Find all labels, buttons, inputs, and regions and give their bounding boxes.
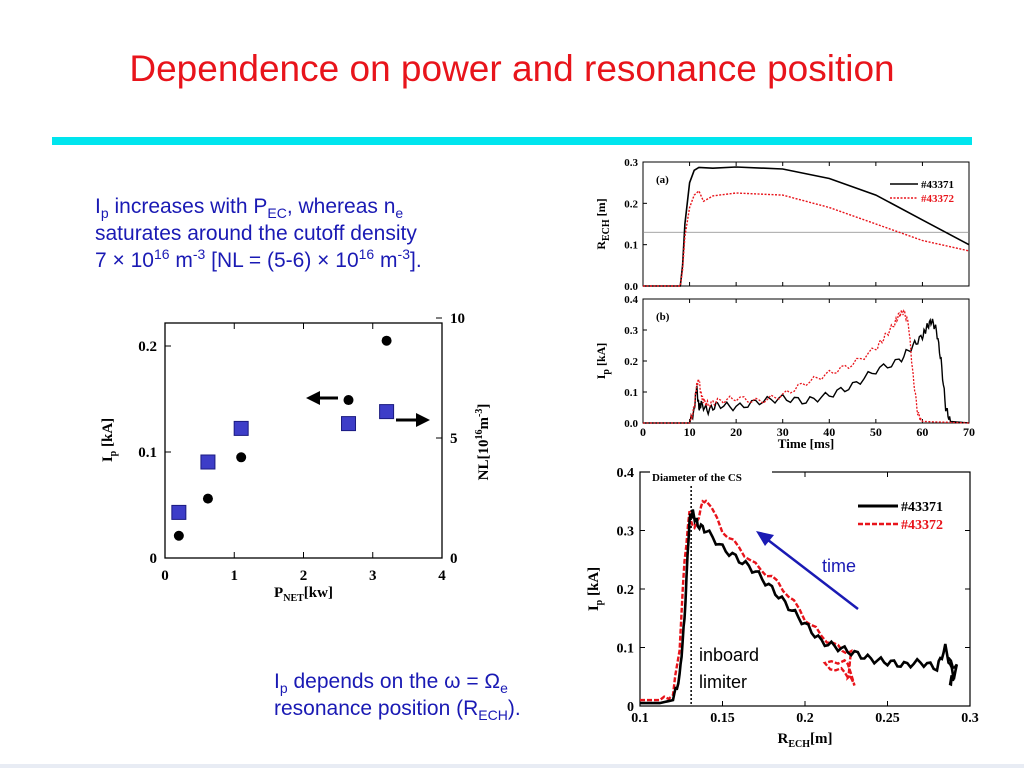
y-right-tick-label: 0 bbox=[450, 551, 458, 567]
x-tick-label: 0 bbox=[640, 425, 646, 439]
x-tick-label: 0 bbox=[161, 568, 169, 584]
y-axis-label: Ip [kA] bbox=[586, 567, 605, 611]
y-tick-label: 0.3 bbox=[624, 325, 638, 337]
y-tick-label: 0.3 bbox=[624, 157, 638, 169]
y-tick-label: 0 bbox=[627, 700, 634, 715]
time-annotation: time bbox=[822, 556, 856, 576]
data-point-ip bbox=[236, 452, 247, 463]
legend-label-43371: #43371 bbox=[901, 500, 943, 515]
y-tick-label: 0.2 bbox=[617, 583, 635, 598]
footer-strip bbox=[0, 764, 1024, 768]
description-text-2: Ip depends on the ω = Ωe resonance posit… bbox=[274, 668, 521, 722]
y-right-axis-label: NL[1016m-3] bbox=[474, 404, 492, 481]
panel-label: (b) bbox=[656, 311, 670, 323]
x-tick-label: 0.1 bbox=[631, 711, 649, 726]
data-point-nl bbox=[233, 420, 249, 436]
y-tick-label: 0.4 bbox=[624, 294, 638, 306]
y-right-tick-label: 5 bbox=[450, 431, 458, 447]
plot-frame bbox=[164, 322, 443, 559]
x-tick-label: 0.3 bbox=[961, 711, 979, 726]
series-line-43371 bbox=[643, 317, 970, 424]
y-tick-label: 0.1 bbox=[617, 642, 635, 657]
data-point-nl bbox=[200, 454, 216, 470]
plot-frame bbox=[642, 298, 970, 424]
x-tick-label: 0.15 bbox=[710, 711, 735, 726]
x-tick-label: 50 bbox=[870, 425, 882, 439]
x-tick-label: 60 bbox=[916, 425, 928, 439]
y-tick-label: 0.3 bbox=[617, 525, 635, 540]
x-axis-label: Time [ms] bbox=[778, 436, 834, 451]
y-axis-label: Ip [kA] bbox=[594, 343, 612, 380]
chart-ip-time: 0.0 0.1 0.2 0.3 0.4 0 10 20 30 40 50 60 70 Time [ms] (… bbox=[594, 294, 975, 451]
inboard-label: inboard bbox=[699, 645, 759, 665]
data-point-nl bbox=[379, 404, 395, 420]
data-point-ip bbox=[343, 395, 354, 406]
time-arrow-line bbox=[767, 539, 859, 610]
x-tick-label: 10 bbox=[684, 425, 696, 439]
x-axis-label: PNET[kw] bbox=[274, 585, 333, 604]
y-tick-label: 0.1 bbox=[624, 240, 638, 252]
legend-label-43372: #43372 bbox=[901, 518, 943, 533]
title-rule bbox=[52, 137, 972, 145]
limiter-label: limiter bbox=[699, 672, 747, 692]
data-point-nl bbox=[171, 504, 187, 520]
data-point-ip bbox=[381, 335, 392, 346]
description-1-line-2: saturates around the cutoff density bbox=[95, 222, 417, 245]
y-tick-label: 0.0 bbox=[624, 418, 638, 430]
description-2-line-2: resonance position (RECH). bbox=[274, 697, 521, 724]
series-line-43372 bbox=[643, 189, 970, 287]
cs-label-bg bbox=[650, 470, 772, 484]
x-tick-label: 30 bbox=[777, 425, 789, 439]
x-tick-label: 0.25 bbox=[875, 711, 900, 726]
x-tick-label: 1 bbox=[231, 568, 239, 584]
y-left-axis-label: Ip [kA] bbox=[100, 418, 119, 462]
x-tick-label: 20 bbox=[730, 425, 742, 439]
legend-label-43371: #43371 bbox=[921, 179, 954, 191]
y-left-tick-label: 0 bbox=[150, 551, 158, 567]
y-left-tick-label: 0.1 bbox=[138, 445, 157, 461]
y-tick-label: 0.1 bbox=[624, 387, 638, 399]
x-tick-label: 70 bbox=[963, 425, 975, 439]
arrow-left-head bbox=[306, 391, 320, 405]
description-text-1: Ip increases with PEC, whereas ne satura… bbox=[95, 193, 422, 274]
y-right-tick-label: 10 bbox=[450, 311, 465, 327]
page-title: Dependence on power and resonance positi… bbox=[129, 48, 895, 89]
x-tick-label: 2 bbox=[300, 568, 308, 584]
x-axis-label: RECH[m] bbox=[777, 731, 832, 750]
x-tick-label: 40 bbox=[823, 425, 835, 439]
series-line-43371 bbox=[643, 166, 970, 287]
panel-label: (a) bbox=[656, 174, 669, 186]
x-tick-label: 0.2 bbox=[796, 711, 814, 726]
series-line-43372 bbox=[640, 499, 856, 702]
x-tick-label: 3 bbox=[369, 568, 377, 584]
description-2-line-1: Ip depends on the ω = Ωe bbox=[274, 670, 508, 697]
time-arrow-head bbox=[756, 531, 774, 546]
y-tick-label: 0.0 bbox=[624, 281, 638, 293]
plot-frame bbox=[639, 471, 971, 707]
y-left-tick-label: 0.2 bbox=[138, 339, 157, 355]
chart-rech-time: 0.0 0.1 0.2 0.3 (a) RECH [m] #43371 #43372 bbox=[594, 157, 970, 293]
x-tick-label: 4 bbox=[438, 568, 446, 584]
y-tick-label: 0.4 bbox=[617, 466, 635, 481]
y-tick-label: 0.2 bbox=[624, 198, 638, 210]
data-point-nl bbox=[341, 416, 357, 432]
series-line-43371 bbox=[640, 509, 959, 705]
data-point-ip bbox=[202, 493, 213, 504]
description-1-line-1: Ip increases with PEC, whereas ne bbox=[95, 195, 404, 222]
cs-diameter-label: Diameter of the CS bbox=[652, 472, 742, 484]
description-1-line-3: 7 × 1016 m-3 [NL = (5-6) × 1016 m-3]. bbox=[95, 246, 422, 272]
legend-label-43372: #43372 bbox=[921, 193, 955, 205]
data-point-ip bbox=[173, 530, 184, 541]
plot-frame bbox=[642, 161, 970, 287]
y-tick-label: 0.2 bbox=[624, 356, 638, 368]
arrow-right-head bbox=[416, 413, 430, 427]
y-axis-label: RECH [m] bbox=[594, 198, 612, 249]
chart-ip-rech: 0.1 0.15 0.2 0.25 0.300.10.20.30.4RECH[m]Ip … bbox=[586, 466, 979, 750]
